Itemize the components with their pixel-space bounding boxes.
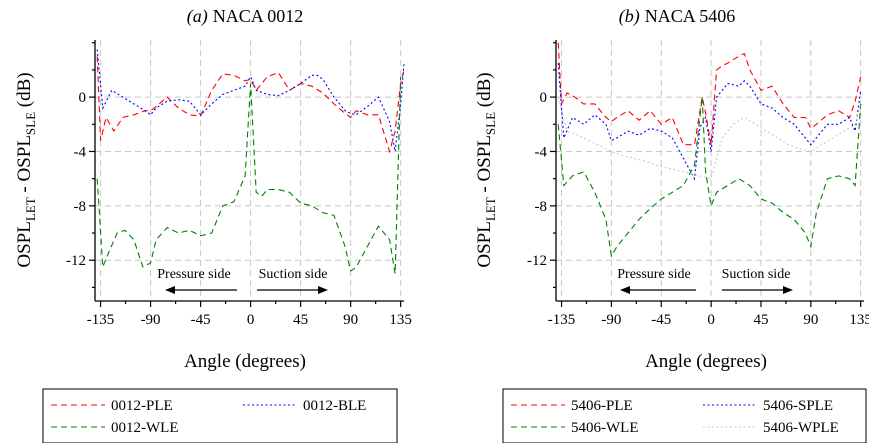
series-line-0012-WLE [96,76,402,274]
series-line-5406-SPLE [557,63,862,181]
suction-arrowhead-b [783,286,793,294]
suction-arrowhead-a [318,286,328,294]
x-tick-label-a: -135 [87,312,115,328]
y-tick-label-b: -4 [535,144,548,160]
legend-label-5406-PLE: 5406-PLE [571,398,633,414]
x-tick-label-a: -45 [191,312,211,328]
y-tick-label-b: 0 [540,90,548,106]
legend-label-5406-SPLE: 5406-SPLE [763,398,833,414]
pressure-arrowhead-b [620,286,630,294]
x-tick-label-b: 45 [753,312,768,328]
legend-b: 5406-PLE 5406-WLE 5406-SPLE 5406-WPLE [502,388,867,443]
x-tick-label-a: 90 [343,312,358,328]
pressure-side-label-a: Pressure side [157,267,231,282]
x-tick-label-a: 135 [389,312,412,328]
legend-label-0012-BLE: 0012-BLE [303,398,366,414]
y-tick-label-a: -12 [66,253,86,269]
pressure-arrowhead-a [165,286,175,294]
x-tick-label-a: 0 [247,312,255,328]
grid-b [556,40,864,301]
chart-panel-a: (a) NACA 0012 -135 -90 -45 0 45 90 1350-4-8-12 … [14,6,412,443]
legend-label-0012-PLE: 0012-PLE [111,398,173,414]
y-tick-label-a: -4 [74,144,87,160]
chart-panel-b: (b) NACA 5406 -135 -90 -45 0 45 90 1350-4-8-12 … [474,6,869,443]
suction-side-label-a: Suction side [259,267,328,282]
series-line-5406-WPLE [557,96,862,180]
series-line-5406-WLE [557,97,862,258]
series-b [557,42,862,258]
pressure-side-label-b: Pressure side [617,267,691,282]
y-tick-label-b: -8 [535,199,548,215]
legend-label-0012-WLE: 0012-WLE [111,420,178,436]
y-axis-label-b: OSPLLET - OSPLSLE (dB) [474,72,498,267]
y-tick-label-b: -12 [527,253,547,269]
chart-title-a: (a) NACA 0012 [187,6,304,27]
x-tick-label-b: -45 [651,312,671,328]
x-axis-label-b: Angle (degrees) [645,351,767,372]
legend-box-a [42,388,398,443]
x-tick-label-a: -90 [141,312,161,328]
series-line-5406-PLE [557,42,862,146]
chart-title-text-a: NACA 0012 [213,6,304,26]
chart-title-b: (b) NACA 5406 [619,6,736,27]
chart-title-text-b: NACA 5406 [645,6,736,26]
annotations-a: Pressure side Suction side [157,267,328,294]
x-tick-label-a: 45 [293,312,308,328]
x-axis-label-a: Angle (degrees) [184,351,306,372]
series-a [96,49,405,274]
legend-label-5406-WLE: 5406-WLE [571,420,638,436]
chart-title-prefix-a: (a) [187,6,208,27]
x-tick-label-b: 90 [803,312,818,328]
legend-label-5406-WPLE: 5406-WPLE [763,420,839,436]
suction-side-label-b: Suction side [722,267,791,282]
x-tick-label-b: -135 [548,312,576,328]
axes-a: -135 -90 -45 0 45 90 135 0 -4 -8 -12 [66,40,412,328]
axes-b: -135 -90 -45 0 45 90 135 0 -4 -8 -12 [527,40,869,328]
legend-a: 0012-PLE 0012-WLE 0012-BLE [42,388,398,443]
x-tick-label-b: 135 [849,312,869,328]
x-tick-label-b: -90 [601,312,621,328]
y-tick-label-a: 0 [79,90,87,106]
y-tick-label-a: -8 [74,199,87,215]
y-axis-label-a: OSPLLET - OSPLSLE (dB) [14,72,38,267]
chart-title-prefix-b: (b) [619,6,640,27]
annotations-b: Pressure side Suction side [617,267,793,294]
legend-box-b [502,388,867,443]
x-tick-label-b: 0 [707,312,715,328]
series-line-0012-BLE [96,49,405,152]
